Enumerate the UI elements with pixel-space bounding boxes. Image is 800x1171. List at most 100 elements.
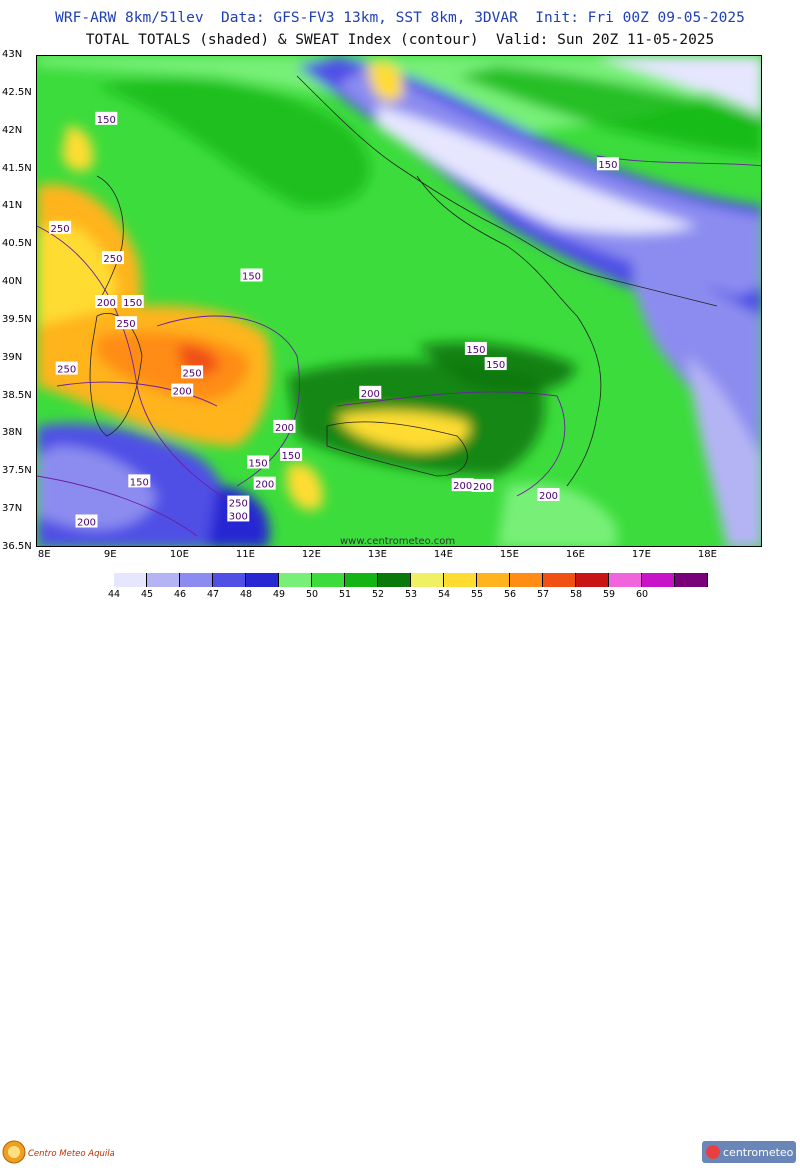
colorbar-cell [378,573,411,587]
sweat-contour-label-text: 200 [173,387,192,398]
sweat-contour-label-text: 150 [486,360,505,371]
sweat-contour-label: 200 [273,419,296,434]
colorbar-label: 53 [404,589,418,600]
logo-left-text: Centro Meteo Aquilano [28,1149,114,1159]
colorbar-label: 55 [470,589,484,600]
sweat-contour-label: 200 [171,383,194,398]
sweat-contour-label: 150 [128,474,151,488]
sweat-contour-label: 200 [451,478,474,492]
colorbar-cell [609,573,642,587]
sweat-contour-label-text: 250 [57,365,76,376]
sweat-contour-label: 150 [240,268,263,283]
latitude-label: 38N [2,427,23,439]
sweat-contour-label-text: 200 [539,491,558,502]
longitude-label: 11E [235,549,255,560]
sweat-contour-label-text: 200 [361,389,380,400]
colorbar-cell [675,573,708,587]
sweat-contour-label: 150 [280,447,303,462]
colorbar-cell [576,573,609,587]
sweat-contour-label-text: 150 [598,160,617,171]
sweat-contour-label-text: 150 [466,345,485,356]
sweat-contour-label: 250 [101,251,124,265]
latitude-label: 37N [2,503,23,515]
map-title-line1: WRF-ARW 8km/51lev Data: GFS-FV3 13km, SS… [55,10,745,26]
longitude-label: 15E [499,549,519,560]
longitude-label: 10E [169,549,189,560]
sweat-contour-label-text: 200 [473,482,492,493]
sweat-contour-label-text: 150 [242,272,261,283]
colorbar-label: 44 [107,589,121,600]
latitude-label: 43N [2,49,23,60]
colorbar-label: 60 [635,589,649,600]
latitude-label: 37.5N [2,465,32,477]
map-title-line2: TOTAL TOTALS (shaded) & SWEAT Index (con… [85,32,715,48]
colorbar-cell [345,573,378,587]
longitude-label: 12E [301,549,321,560]
colorbar-cell [477,573,510,587]
colorbar-label: 49 [272,589,286,600]
latitude-label: 42N [2,124,23,136]
colorbar-cell [444,573,477,587]
longitude-label: 18E [697,549,717,560]
longitude-label: 9E [103,549,117,560]
colorbar-label: 59 [602,589,616,600]
latitude-label: 39N [2,351,23,363]
colorbar-label: 47 [206,589,220,600]
sweat-contour-label: 150 [596,157,619,171]
footer: Centro Meteo Aquilano 44 45 46 47 48 49 50 51 52… [0,568,800,1164]
latitude-label: 40.5N [2,238,32,250]
sweat-contour-label: 150 [121,295,144,309]
colorbar-label: 51 [338,589,352,600]
logo-right-text: centrometeo [723,1146,794,1159]
colorbar-cell [642,573,675,587]
sweat-contour-label-text: 200 [255,480,274,491]
colorbar-label: 54 [437,589,451,600]
sweat-contour-label-text: 250 [183,368,202,379]
sweat-contour-label-text: 200 [97,298,116,309]
sweat-contour-label-text: 250 [103,254,122,265]
colorbar-cell [114,573,147,587]
sweat-contour-label: 200 [471,478,494,493]
sweat-contour-label: 200 [95,295,118,309]
sweat-contour-label-text: 250 [117,319,136,330]
sweat-contour-label-text: 200 [453,481,472,492]
latitude-label: 41N [2,200,23,212]
sweat-contour-label-text: 150 [97,115,116,126]
sweat-contour-label: 300 [227,508,250,522]
longitude-label: 16E [565,549,585,560]
colorbar-label: 57 [536,589,550,600]
sweat-contour-label: 250 [115,316,138,330]
sweat-contour-label: 150 [464,341,487,356]
sweat-contour-label: 250 [181,365,204,379]
sweat-contour-label: 200 [253,476,276,491]
sweat-contour-label-text: 150 [123,298,142,309]
sweat-contour-label: 150 [247,455,270,469]
sweat-contour-label: 250 [55,361,78,376]
latitude-label: 41.5N [2,162,32,174]
sweat-contour-label-text: 250 [229,499,248,510]
colorbar-cell [180,573,213,587]
sweat-contour-label: 250 [227,495,250,510]
colorbar-label: 45 [140,589,154,600]
longitude-label: 13E [367,549,387,560]
colorbar-cell [279,573,312,587]
latitude-label: 42.5N [2,86,32,98]
colorbar-cell [543,573,576,587]
latitude-label: 36.5N [2,541,32,552]
colorbar-cell [312,573,345,587]
centrometeo-logo: centrometeo [702,1141,796,1163]
colorbar-label: 52 [371,589,385,600]
watermark: www.centrometeo.com [340,536,456,547]
colorbar-label: 46 [173,589,187,600]
latitude-label: 40N [2,276,23,288]
sweat-contour-label: 250 [49,220,72,235]
colorbar-cell [246,573,279,587]
colorbar-cell [213,573,246,587]
sweat-contour-label: 200 [359,385,382,400]
colorbar-label: 58 [569,589,583,600]
centro-meteo-aquilano-logo: Centro Meteo Aquilano [2,1137,125,1167]
sweat-contour-label-text: 150 [282,451,301,462]
colorbar-label: 50 [305,589,319,600]
